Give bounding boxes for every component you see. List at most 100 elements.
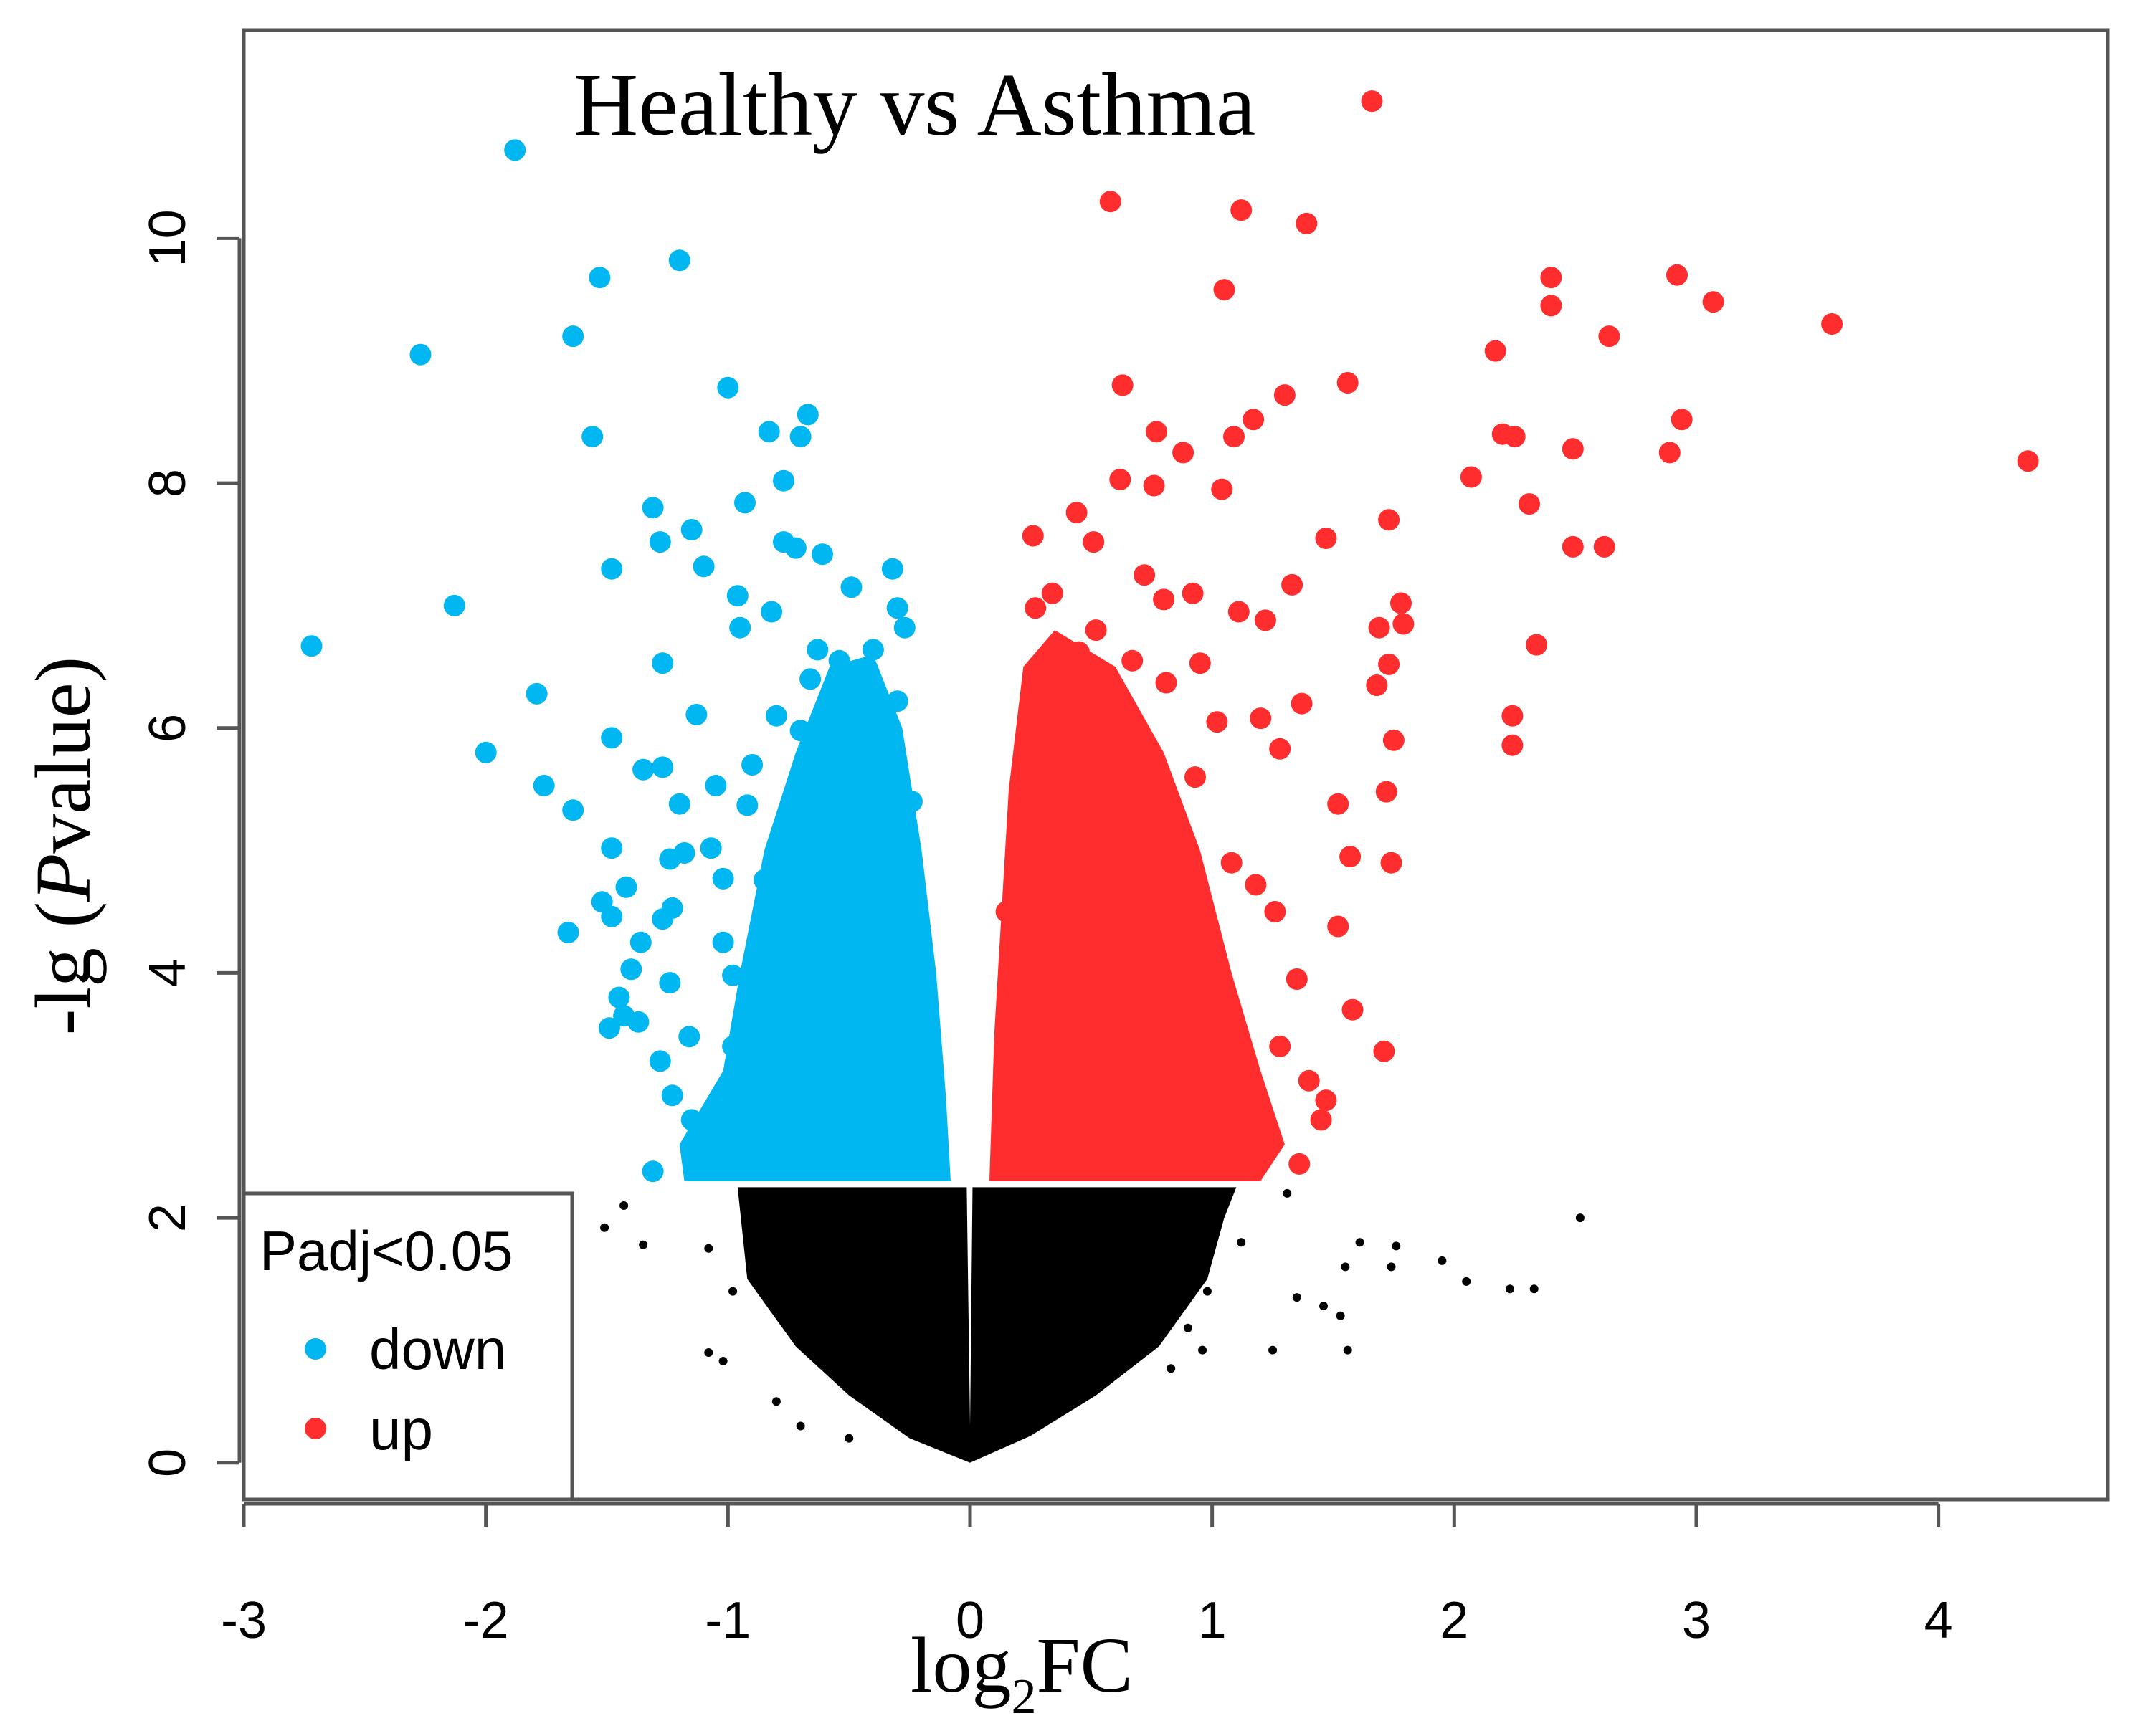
- data-point-up: [1378, 509, 1400, 531]
- data-point-ns: [728, 1287, 738, 1296]
- data-point-ns: [1167, 1364, 1176, 1373]
- data-point-ns: [1387, 1262, 1396, 1272]
- y-tick-label: 2: [139, 1203, 196, 1232]
- data-point-up: [1022, 525, 1044, 547]
- data-point-up: [1562, 535, 1584, 558]
- data-point-down: [809, 1084, 831, 1107]
- y-axis-label-prefix: -lg (: [19, 902, 107, 1035]
- data-point-up: [995, 901, 1017, 922]
- data-point-up: [1109, 469, 1131, 490]
- legend: Padj<0.05 down up: [244, 1191, 574, 1499]
- data-point-ns: [704, 1348, 713, 1357]
- data-point-up: [1503, 426, 1526, 448]
- data-point-up: [1220, 852, 1243, 874]
- data-point-up: [1143, 474, 1165, 497]
- data-point-down: [828, 649, 850, 672]
- data-point-up: [1286, 968, 1308, 990]
- data-point-down: [717, 376, 739, 399]
- data-point-down: [300, 635, 323, 657]
- data-point-down: [598, 1017, 620, 1039]
- data-point-down: [668, 249, 690, 272]
- data-point-down: [659, 972, 681, 994]
- data-point-down: [615, 876, 637, 898]
- y-axis-label: -lg (Pvalue): [19, 657, 107, 1035]
- data-point-down: [581, 426, 604, 448]
- data-point-down: [562, 325, 584, 348]
- data-point-down: [693, 555, 715, 578]
- data-point-up: [1380, 852, 1402, 874]
- data-point-up: [1390, 592, 1412, 614]
- point-cloud-not-significant: [737, 1187, 1237, 1463]
- data-point-down: [850, 682, 872, 705]
- x-tick-label: 1: [1198, 1592, 1227, 1649]
- data-point-down: [649, 1050, 671, 1072]
- data-point-up: [1230, 199, 1253, 221]
- data-point-down: [678, 1026, 700, 1048]
- data-point-down: [901, 791, 923, 813]
- data-point-up: [1041, 582, 1063, 604]
- data-point-down: [668, 793, 690, 815]
- data-point-up: [1025, 597, 1047, 619]
- data-point-down: [698, 1119, 720, 1141]
- data-point-up: [1153, 588, 1175, 611]
- data-point-down: [601, 558, 623, 580]
- data-point-up: [1501, 705, 1524, 727]
- data-point-up: [1288, 1153, 1311, 1175]
- data-point-up: [1501, 734, 1524, 756]
- data-point-ns: [845, 1434, 854, 1443]
- data-point-up: [1111, 374, 1134, 396]
- x-tick-label: -3: [221, 1592, 267, 1649]
- data-point-down: [812, 543, 833, 566]
- data-point-up: [1201, 962, 1223, 984]
- data-point-down: [741, 754, 764, 776]
- data-point-ns: [1268, 1345, 1278, 1355]
- data-point-up: [1206, 711, 1228, 733]
- data-point-down: [754, 869, 775, 891]
- data-point-down: [642, 497, 664, 519]
- data-point-ns: [1292, 1293, 1301, 1302]
- data-point-down: [700, 837, 722, 859]
- data-point-down: [608, 986, 630, 1008]
- data-point-ns: [1336, 1311, 1345, 1320]
- data-point-up: [1339, 846, 1362, 868]
- data-point-up: [1182, 582, 1204, 604]
- data-point-down: [601, 727, 623, 749]
- data-point-down: [475, 741, 497, 763]
- data-point-ns: [1575, 1213, 1585, 1223]
- data-point-up: [1540, 267, 1562, 289]
- axes: -3 -2 -1 0 1 2 3 4 0 2 4 6 8 10: [139, 209, 1953, 1649]
- data-point-up: [1298, 1069, 1320, 1092]
- data-point-down: [891, 901, 913, 922]
- plot-frame: [242, 28, 2110, 1502]
- data-point-ns: [1529, 1284, 1539, 1294]
- data-point-down: [797, 404, 819, 426]
- data-point-up: [1327, 793, 1349, 815]
- data-point-down: [649, 531, 671, 553]
- data-point-ns: [639, 1240, 648, 1249]
- data-point-up: [1002, 986, 1025, 1008]
- y-tick-label: 6: [139, 714, 196, 743]
- data-point-up: [1155, 672, 1177, 694]
- data-point-up: [1068, 839, 1090, 862]
- data-point-down: [765, 705, 787, 727]
- legend-title: Padj<0.05: [260, 1219, 513, 1282]
- data-point-up: [1211, 478, 1233, 500]
- x-axis-label-suffix: FC: [1037, 1621, 1134, 1709]
- x-axis-label-subscript: 2: [1012, 1669, 1037, 1725]
- data-point-down: [680, 1109, 703, 1131]
- y-tick-label: 0: [139, 1449, 196, 1477]
- data-point-down: [680, 519, 703, 540]
- data-point-ns: [1202, 1287, 1212, 1296]
- data-point-up: [1598, 325, 1620, 348]
- data-point-ns: [1237, 1238, 1246, 1247]
- x-tick-label: 2: [1440, 1592, 1468, 1649]
- data-point-up: [1392, 613, 1415, 635]
- data-point-ns: [1462, 1277, 1471, 1286]
- x-axis-label: log2FC: [911, 1621, 1133, 1725]
- data-point-down: [712, 867, 734, 890]
- y-tick-label: 8: [139, 469, 196, 497]
- data-point-down: [773, 469, 794, 492]
- data-point-up: [1540, 295, 1562, 317]
- data-point-down: [807, 639, 829, 661]
